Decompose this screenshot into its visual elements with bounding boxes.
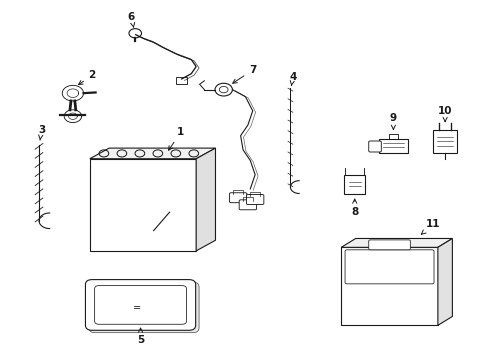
Text: 9: 9 — [389, 113, 396, 129]
Polygon shape — [437, 238, 451, 325]
Polygon shape — [341, 238, 451, 247]
Text: 6: 6 — [127, 12, 135, 27]
Polygon shape — [196, 148, 215, 251]
FancyBboxPatch shape — [432, 130, 456, 153]
Text: =: = — [132, 303, 141, 313]
Text: 3: 3 — [38, 125, 45, 140]
Text: 1: 1 — [168, 127, 184, 150]
FancyBboxPatch shape — [368, 141, 381, 152]
Text: 2: 2 — [79, 71, 96, 85]
FancyBboxPatch shape — [176, 77, 187, 84]
Bar — [90, 159, 196, 251]
Bar — [341, 247, 437, 325]
Text: 7: 7 — [232, 65, 256, 83]
FancyBboxPatch shape — [378, 139, 407, 153]
FancyBboxPatch shape — [239, 200, 256, 210]
FancyBboxPatch shape — [95, 285, 186, 324]
FancyBboxPatch shape — [368, 240, 409, 250]
Text: 4: 4 — [288, 72, 296, 85]
Text: 10: 10 — [437, 106, 451, 122]
FancyBboxPatch shape — [229, 193, 246, 203]
FancyBboxPatch shape — [89, 282, 199, 333]
FancyBboxPatch shape — [246, 194, 264, 204]
Polygon shape — [90, 148, 215, 159]
Text: 5: 5 — [137, 328, 144, 345]
FancyBboxPatch shape — [345, 250, 433, 284]
Text: 8: 8 — [350, 199, 358, 217]
FancyBboxPatch shape — [344, 175, 365, 194]
FancyBboxPatch shape — [85, 280, 195, 330]
Text: 11: 11 — [421, 219, 439, 234]
